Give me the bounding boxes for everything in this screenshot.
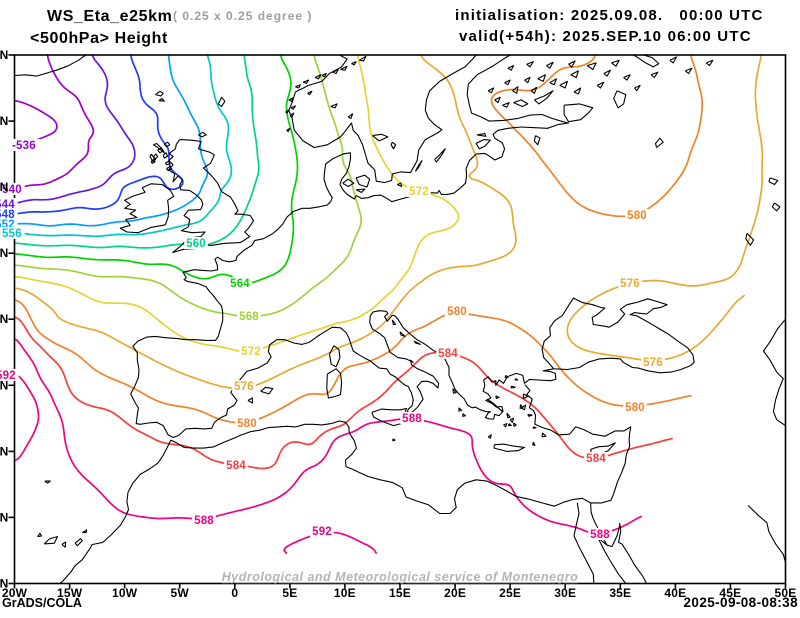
svg-text:572: 572 xyxy=(241,346,261,358)
svg-text:60N: 60N xyxy=(0,114,9,128)
svg-text:( 0.25 x 0.25 degree ): ( 0.25 x 0.25 degree ) xyxy=(173,9,312,23)
svg-text:55N: 55N xyxy=(0,180,9,194)
svg-text:2025-09-08-08:38: 2025-09-08-08:38 xyxy=(684,595,799,610)
svg-text:580: 580 xyxy=(627,210,647,222)
svg-text:5E: 5E xyxy=(282,586,297,600)
svg-text:588: 588 xyxy=(402,413,422,425)
svg-text:WS_Eta_e25km: WS_Eta_e25km xyxy=(47,8,173,25)
svg-text:35E: 35E xyxy=(609,586,631,600)
svg-text:45N: 45N xyxy=(0,312,9,326)
svg-text:<500hPa> Height: <500hPa> Height xyxy=(30,30,168,47)
svg-text:20E: 20E xyxy=(444,586,466,600)
svg-text:45E: 45E xyxy=(719,586,741,600)
svg-text:-536: -536 xyxy=(12,140,36,152)
svg-text:50N: 50N xyxy=(0,246,9,260)
svg-text:592: 592 xyxy=(312,526,332,538)
svg-text:20W: 20W xyxy=(2,586,28,600)
svg-text:576: 576 xyxy=(643,357,663,369)
svg-text:572: 572 xyxy=(409,186,429,198)
svg-text:25N: 25N xyxy=(0,577,9,591)
svg-text:576: 576 xyxy=(234,381,254,393)
svg-text:25E: 25E xyxy=(499,586,521,600)
svg-text:580: 580 xyxy=(447,306,467,318)
svg-text:0: 0 xyxy=(231,586,238,600)
svg-text:10W: 10W xyxy=(112,586,138,600)
svg-text:65N: 65N xyxy=(0,48,9,62)
svg-text:576: 576 xyxy=(620,278,640,290)
svg-text:50E: 50E xyxy=(775,586,797,600)
svg-text:10E: 10E xyxy=(334,586,356,600)
svg-text:30E: 30E xyxy=(554,586,576,600)
svg-text:564: 564 xyxy=(230,278,250,290)
svg-text:540: 540 xyxy=(2,184,22,196)
svg-text:560: 560 xyxy=(186,238,206,250)
svg-text:588: 588 xyxy=(194,515,214,527)
svg-text:588: 588 xyxy=(590,529,610,541)
svg-text:40E: 40E xyxy=(664,586,686,600)
svg-text:15W: 15W xyxy=(57,586,83,600)
svg-text:580: 580 xyxy=(237,418,257,430)
svg-text:580: 580 xyxy=(625,402,645,414)
svg-text:35N: 35N xyxy=(0,444,9,458)
svg-text:initialisation: 2025.09.08.: initialisation: 2025.09.08. 00:00 UTC xyxy=(455,7,764,24)
svg-text:Hydrological and Meteorologica: Hydrological and Meteorological service … xyxy=(222,570,578,584)
svg-text:15E: 15E xyxy=(389,586,411,600)
svg-text:556: 556 xyxy=(2,228,22,240)
svg-text:30N: 30N xyxy=(0,510,9,524)
svg-text:5W: 5W xyxy=(170,586,189,600)
svg-text:584: 584 xyxy=(226,460,246,472)
svg-text:valid(+54h): 2025.SEP.10 06:00: valid(+54h): 2025.SEP.10 06:00 UTC xyxy=(459,28,752,45)
svg-text:584: 584 xyxy=(586,453,606,465)
svg-text:592: 592 xyxy=(0,370,16,382)
svg-text:GrADS/COLA: GrADS/COLA xyxy=(2,596,82,610)
svg-text:584: 584 xyxy=(438,348,458,360)
svg-text:568: 568 xyxy=(239,311,259,323)
svg-text:40N: 40N xyxy=(0,378,9,392)
